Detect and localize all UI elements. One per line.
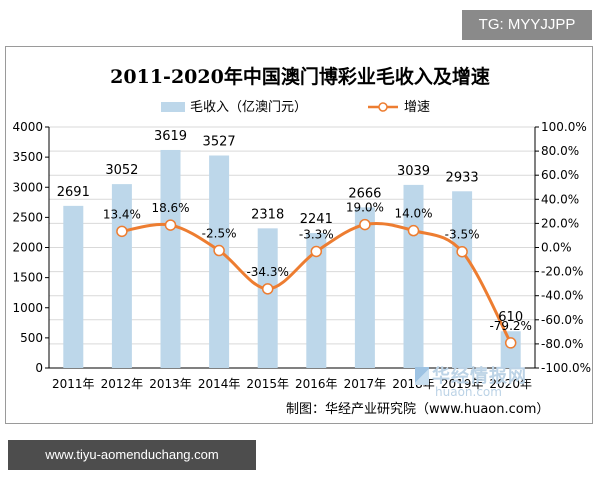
bar-data-label: 3527 <box>203 134 236 149</box>
bar-data-label: 3052 <box>105 163 138 178</box>
y-right-tick-label: -100.0% <box>541 361 591 375</box>
growth-point <box>261 283 274 295</box>
x-tick-label: 2017年 <box>344 377 387 391</box>
growth-data-label: 13.4% <box>103 207 141 221</box>
growth-data-label: 19.0% <box>346 201 384 215</box>
growth-point <box>310 245 323 258</box>
growth-data-label: -79.2% <box>489 319 531 333</box>
y-left-tick-label: 2000 <box>12 241 43 255</box>
growth-data-label: -2.5% <box>202 227 237 241</box>
bar-data-label: 3619 <box>154 129 187 144</box>
watermark-logo-icon <box>415 367 429 385</box>
growth-data-label: 14.0% <box>394 207 432 221</box>
legend-label-bar: 毛收入（亿澳门元） <box>190 99 307 115</box>
x-tick-label: 2019年 <box>441 377 484 391</box>
legend-label-line: 增速 <box>404 100 430 115</box>
bar <box>354 207 375 368</box>
growth-point <box>359 218 371 231</box>
bar <box>257 228 278 368</box>
growth-point <box>213 244 225 257</box>
tg-badge: TG: MYYJJPP <box>462 10 592 40</box>
growth-data-label: -34.3% <box>246 265 288 279</box>
x-tick-label: 2011年 <box>52 377 95 391</box>
bar <box>306 232 327 368</box>
y-right-tick-label: -40.0% <box>541 289 583 303</box>
y-left-tick-label: 0 <box>35 361 43 375</box>
y-right-tick-label: 20.0% <box>541 216 579 230</box>
x-tick-label: 2014年 <box>198 377 241 391</box>
growth-point <box>504 337 517 349</box>
bar-data-label: 2933 <box>446 170 479 185</box>
y-left-tick-label: 3000 <box>12 180 43 194</box>
chart-title: 2011-2020年中国澳门博彩业毛收入及增速 <box>110 65 490 88</box>
y-left-tick-label: 500 <box>20 331 43 345</box>
y-right-tick-label: 100.0% <box>541 120 587 134</box>
y-left-tick-label: 1500 <box>12 271 43 285</box>
legend-swatch-bar <box>161 102 185 112</box>
y-left-tick-label: 2500 <box>12 210 43 224</box>
chart-frame: 2011-2020年中国澳门博彩业毛收入及增速毛收入（亿澳门元） 增速 0 500 10… <box>5 46 593 424</box>
growth-point <box>164 219 177 231</box>
y-right-tick-label: -60.0% <box>541 313 583 327</box>
source-note: 制图：华经产业研究院（www.huaon.com） <box>286 402 549 417</box>
watermark: 华经情报网 huaon.com <box>415 362 527 399</box>
y-right-tick-label: 80.0% <box>541 144 579 158</box>
growth-point <box>456 245 468 258</box>
bar-data-label: 3039 <box>397 164 430 179</box>
y-left-tick-label: 1000 <box>12 301 43 315</box>
y-right-tick-label: 60.0% <box>541 168 579 182</box>
bar-data-label: 2691 <box>57 185 90 200</box>
growth-point <box>116 225 128 238</box>
watermark-name: 华经情报网 <box>432 366 527 387</box>
y-right-tick-label: -20.0% <box>541 265 583 279</box>
y-left-tick-label: 4000 <box>12 120 43 134</box>
bar-data-label: 2666 <box>348 186 381 201</box>
x-tick-label: 2013年 <box>149 377 192 391</box>
y-left-tick-label: 3500 <box>12 150 43 164</box>
y-right-tick-label: -80.0% <box>541 337 583 351</box>
bar <box>63 205 84 368</box>
y-right-tick-label: 0.0% <box>541 241 572 255</box>
legend-marker-line <box>378 102 388 112</box>
x-tick-label: 2012年 <box>101 377 144 391</box>
bar <box>209 155 230 368</box>
url-banner[interactable]: www.tiyu-aomenduchang.com <box>8 440 256 470</box>
y-right-tick-label: 40.0% <box>541 192 579 206</box>
bar-data-label: 610 <box>498 310 523 325</box>
watermark-url: huaon.com <box>435 385 502 399</box>
growth-data-label: -3.3% <box>299 227 334 241</box>
bar-data-label: 2241 <box>300 212 333 227</box>
growth-data-label: -3.5% <box>445 228 480 242</box>
bar-data-label: 2318 <box>251 207 284 222</box>
bar <box>452 191 473 368</box>
bar <box>160 149 181 368</box>
growth-data-label: 18.6% <box>151 201 189 215</box>
x-tick-label: 2015年 <box>246 377 289 391</box>
x-tick-label: 2020年 <box>489 377 532 391</box>
growth-point <box>407 224 420 237</box>
x-tick-label: 2016年 <box>295 377 338 391</box>
